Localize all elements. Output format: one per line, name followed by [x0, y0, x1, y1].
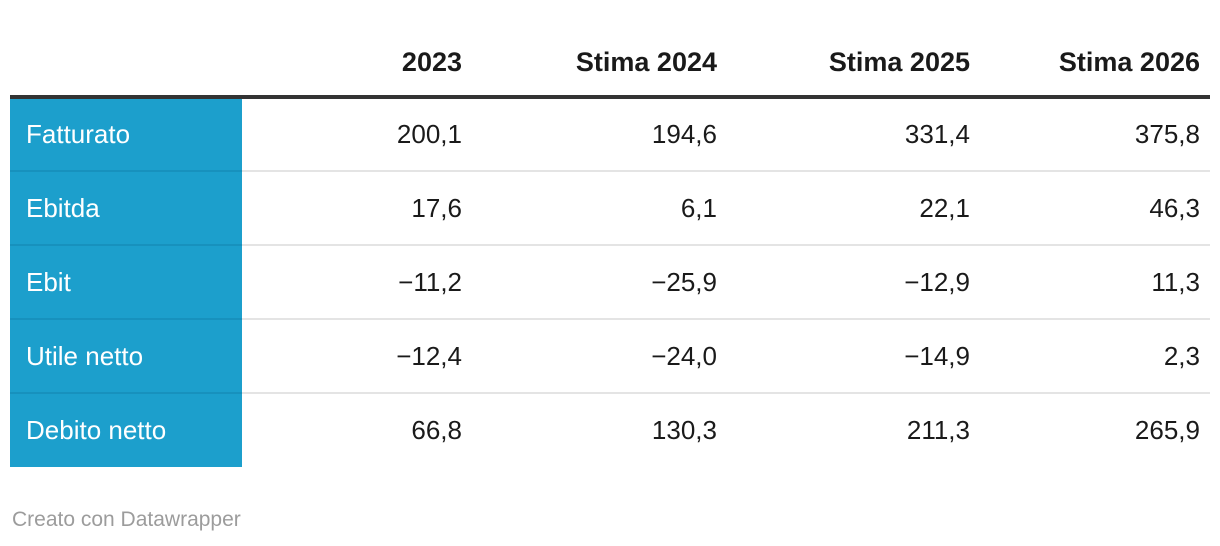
cell-debito-netto-2024: 130,3	[472, 393, 727, 467]
cell-utile-netto-2023: −12,4	[242, 319, 472, 394]
header-row: 2023 Stima 2024 Stima 2025 Stima 2026	[10, 0, 1210, 99]
cell-ebit-2023: −11,2	[242, 245, 472, 320]
row-header-fatturato: Fatturato	[10, 97, 242, 172]
datawrapper-table-page: 2023 Stima 2024 Stima 2025 Stima 2026 Fa…	[10, 0, 1210, 531]
column-header-stima-2026: Stima 2026	[980, 0, 1210, 99]
cell-ebit-2026: 11,3	[980, 245, 1210, 320]
cell-ebitda-2025: 22,1	[727, 171, 980, 246]
column-header-stima-2024: Stima 2024	[472, 0, 727, 99]
table-row-ebitda: Ebitda 17,6 6,1 22,1 46,3	[10, 171, 1210, 246]
cell-fatturato-2026: 375,8	[980, 97, 1210, 172]
cell-ebitda-2024: 6,1	[472, 171, 727, 246]
cell-ebit-2024: −25,9	[472, 245, 727, 320]
cell-debito-netto-2026: 265,9	[980, 393, 1210, 467]
cell-utile-netto-2025: −14,9	[727, 319, 980, 394]
column-header-stima-2025: Stima 2025	[727, 0, 980, 99]
row-header-debito-netto: Debito netto	[10, 393, 242, 467]
row-header-utile-netto: Utile netto	[10, 319, 242, 394]
cell-utile-netto-2026: 2,3	[980, 319, 1210, 394]
row-header-ebit: Ebit	[10, 245, 242, 320]
cell-fatturato-2025: 331,4	[727, 97, 980, 172]
corner-cell	[10, 0, 242, 99]
table-row-debito-netto: Debito netto 66,8 130,3 211,3 265,9	[10, 393, 1210, 467]
cell-ebit-2025: −12,9	[727, 245, 980, 320]
cell-fatturato-2023: 200,1	[242, 97, 472, 172]
column-header-2023: 2023	[242, 0, 472, 99]
cell-utile-netto-2024: −24,0	[472, 319, 727, 394]
table-row-fatturato: Fatturato 200,1 194,6 331,4 375,8	[10, 97, 1210, 172]
table-row-ebit: Ebit −11,2 −25,9 −12,9 11,3	[10, 245, 1210, 320]
datawrapper-credit-link[interactable]: Creato con Datawrapper	[12, 508, 241, 531]
table-row-utile-netto: Utile netto −12,4 −24,0 −14,9 2,3	[10, 319, 1210, 394]
cell-ebitda-2023: 17,6	[242, 171, 472, 246]
cell-debito-netto-2023: 66,8	[242, 393, 472, 467]
row-header-ebitda: Ebitda	[10, 171, 242, 246]
cell-ebitda-2026: 46,3	[980, 171, 1210, 246]
cell-fatturato-2024: 194,6	[472, 97, 727, 172]
cell-debito-netto-2025: 211,3	[727, 393, 980, 467]
financial-estimates-table: 2023 Stima 2024 Stima 2025 Stima 2026 Fa…	[10, 0, 1210, 467]
